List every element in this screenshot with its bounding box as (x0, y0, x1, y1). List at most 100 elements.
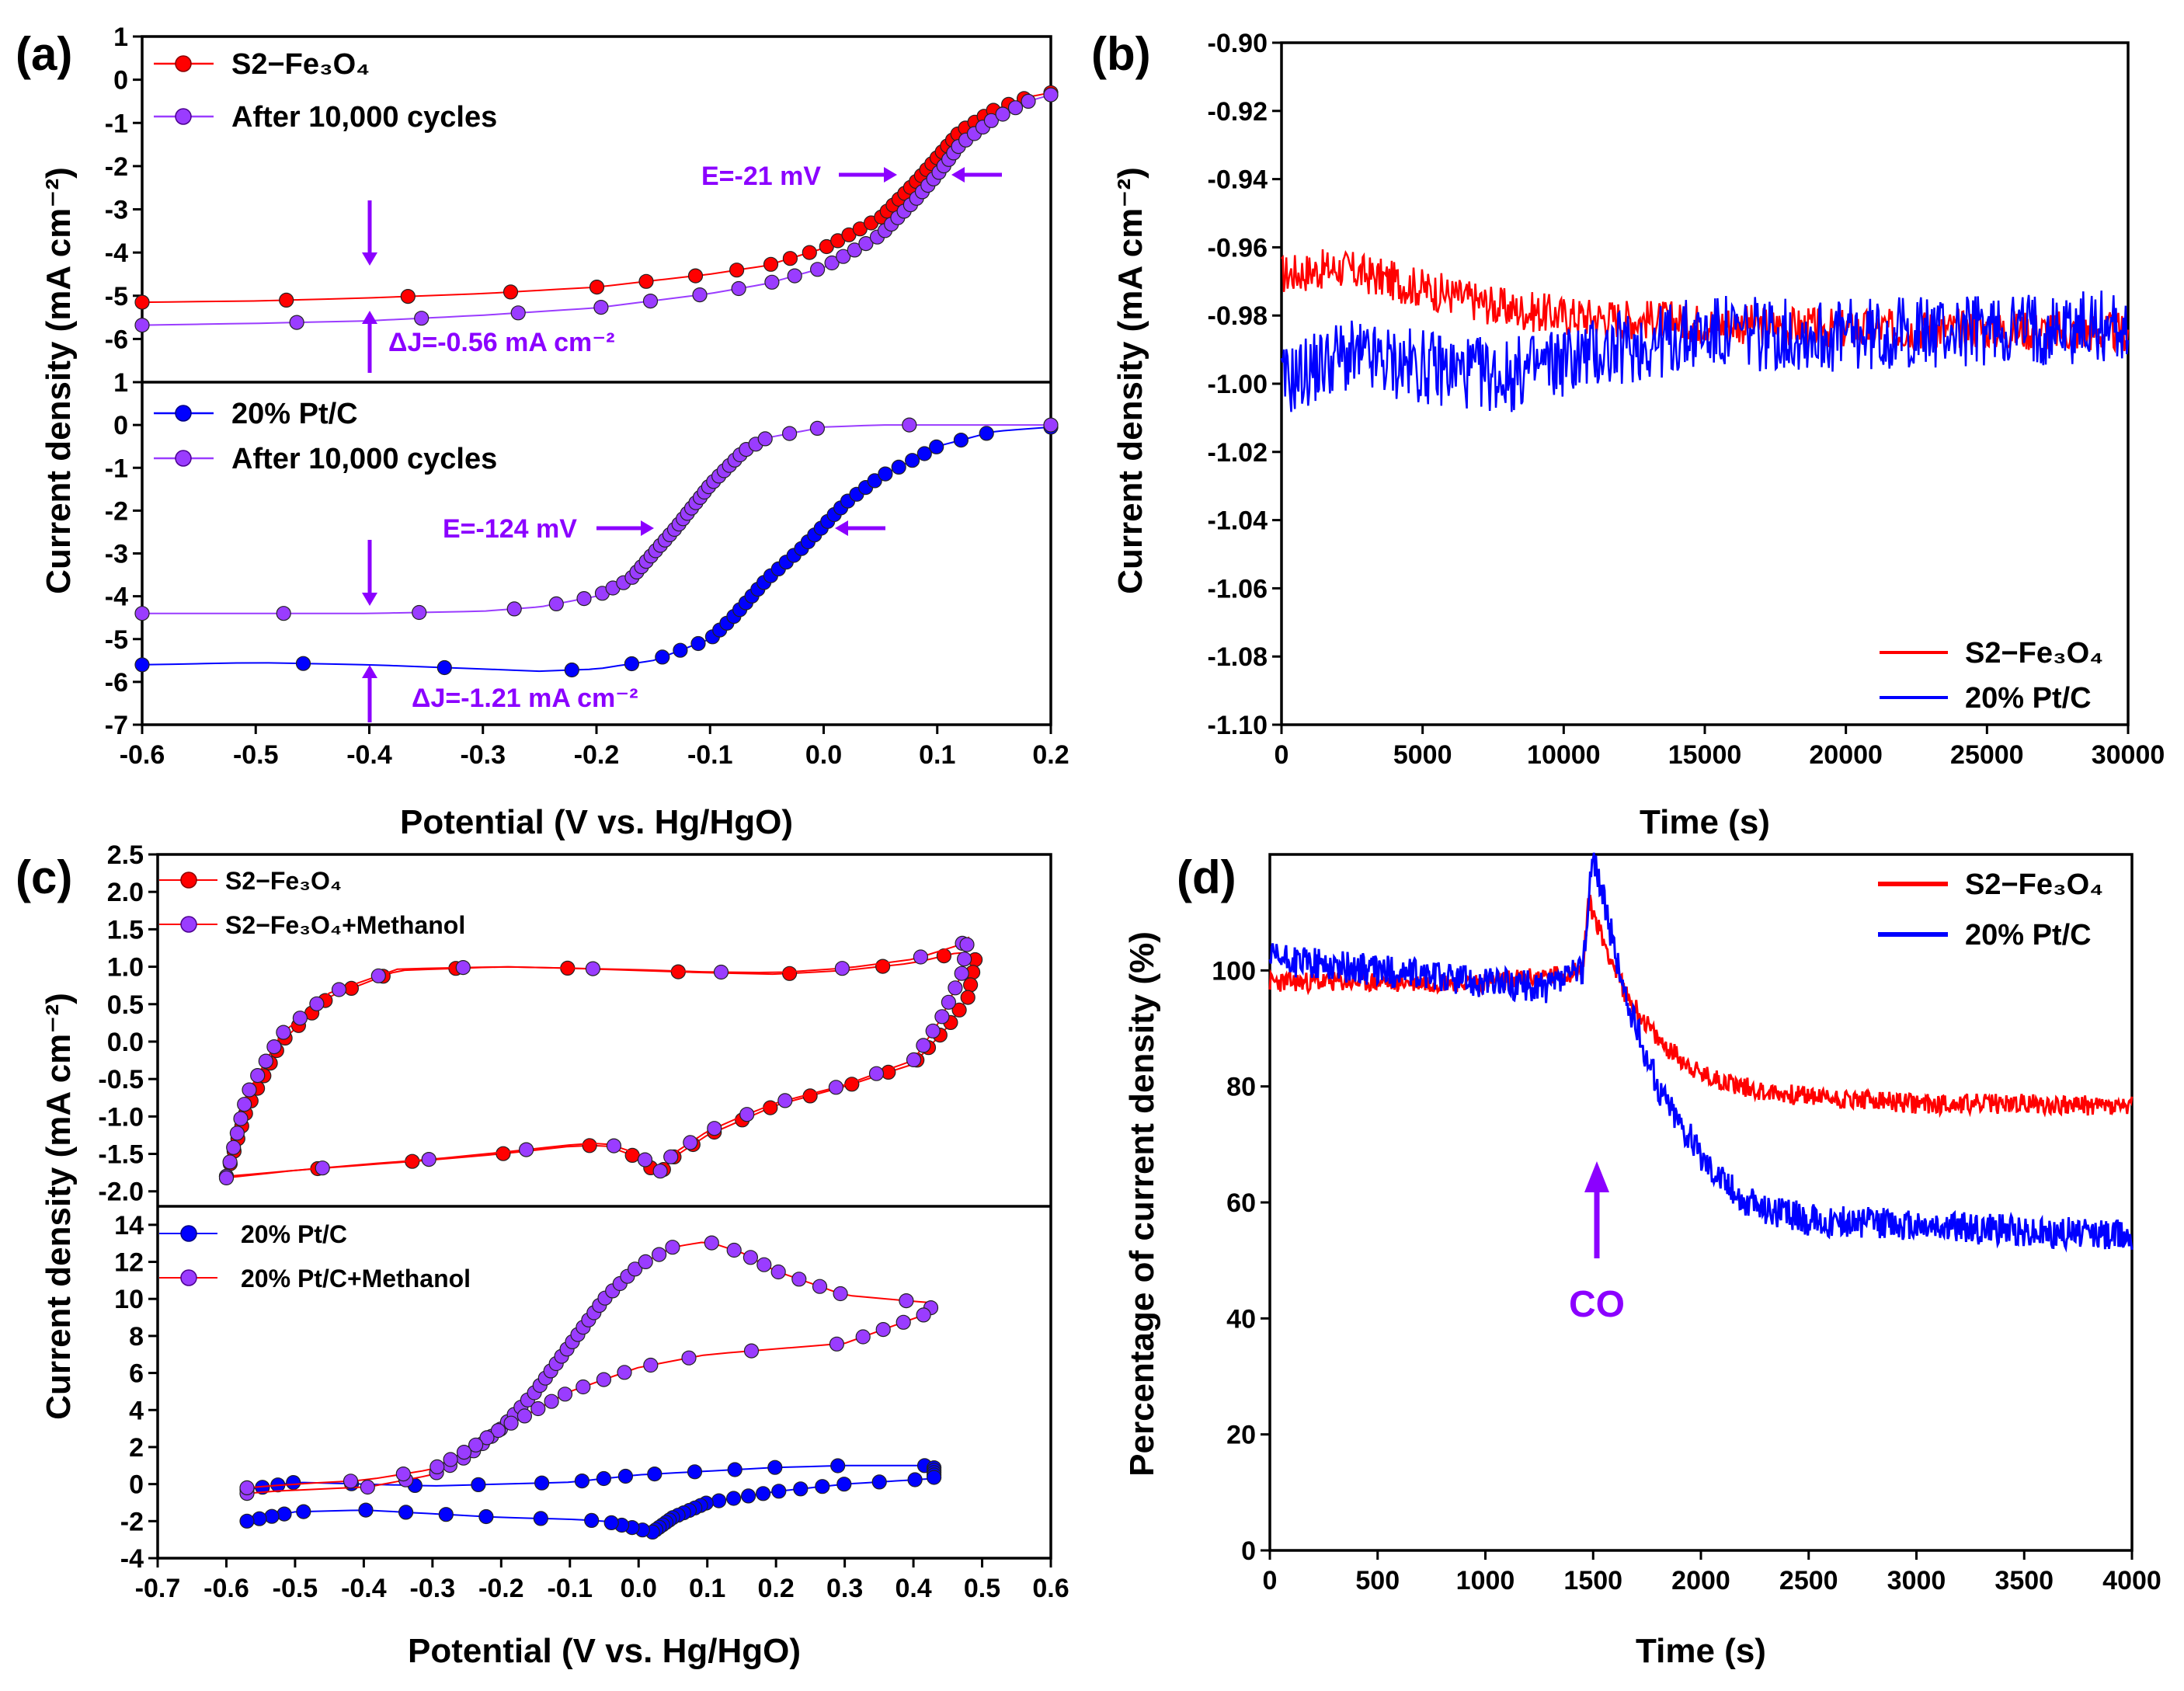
panel-c-top-series-1-point (834, 961, 850, 976)
panel-c-bottom-series-1-point (456, 1444, 472, 1460)
panel-b-ytick-label: -0.96 (1208, 233, 1268, 263)
panel-a-top-series-1-point (858, 236, 874, 252)
panel-a-top-ytick-label: -4 (105, 238, 128, 268)
panel-a-top-ytick-label: -1 (105, 109, 128, 138)
panel-c-bottom-series-0-point (687, 1464, 703, 1480)
panel-c-bottom-ytick-label: 0 (129, 1470, 144, 1500)
panel-c-top-series-1-point (226, 1140, 242, 1155)
panel-c-top-series-1-point (959, 937, 975, 952)
panel-b-ytick-label: -0.94 (1208, 165, 1268, 195)
panel-c-top-ytick-label: 0.5 (107, 990, 144, 1020)
panel-c-bottom-series-0-point (907, 1472, 923, 1487)
panel-a-top-series-1-point (134, 318, 150, 333)
panel-a-top-series-1-point (692, 287, 708, 303)
panel-c-xtick-label: -0.7 (135, 1574, 181, 1603)
panel-c-bottom-ytick-label: 14 (114, 1211, 144, 1240)
panel-a-ticks: -0.6 -0.5 -0.4 -0.3 -0.2 -0.1 0.0 0.1 0.2 1 0 -1 -2 -… (105, 23, 1069, 770)
annotation-delta-bottom: ΔJ=-1.21 mA cm⁻² (412, 684, 638, 713)
panel-a-top-series-0-point (589, 280, 605, 295)
panel-a-bottom-series-0-point (655, 649, 670, 665)
panel-a-bottom-ytick-label: -3 (105, 540, 128, 569)
panel-a-xtick-label: -0.1 (687, 740, 733, 770)
panel-a-top-ytick-label: -2 (105, 152, 128, 182)
legend-marker-blue (180, 1225, 197, 1242)
panel-a-bottom-series-0-point (673, 642, 688, 658)
panel-d-xlabel: Time (s) (1636, 1632, 1766, 1670)
panel-c-bottom-series-0-point (830, 1458, 846, 1474)
arrow-head (362, 252, 377, 266)
panel-d-ytick-label: 60 (1226, 1188, 1256, 1218)
panel-c-top-series-1-point (455, 959, 471, 976)
panel-c-bottom-series-1-point (812, 1279, 828, 1294)
panel-d-ytick-label: 20 (1226, 1421, 1256, 1450)
panel-c-bottom-series-0-point (767, 1460, 783, 1475)
panel-c-bottom-series-0-point (603, 1515, 619, 1531)
panel-a-top-ytick-label: 1 (113, 23, 128, 52)
panel-c-bottom-series-0-point (755, 1486, 771, 1501)
co-label: CO (1569, 1284, 1625, 1325)
legend-marker-purple-2 (175, 450, 192, 467)
panel-c-bottom-series-1-point (896, 1314, 911, 1330)
panel-d-series (1268, 852, 2134, 1253)
panel-c-bottom-series-1-point (443, 1452, 458, 1467)
panel-d-xtick-label: 1500 (1563, 1566, 1622, 1595)
panel-c-top-series-0-point (960, 990, 975, 1005)
panel-c-bottom-series-1-point (704, 1235, 719, 1251)
panel-c-top-series-1-point (652, 1164, 668, 1179)
panel-c-bottom-series-1-point (829, 1336, 845, 1352)
panel-c-top-series-1-point (222, 1154, 238, 1170)
panel-a-bottom-ytick-label: -7 (105, 711, 128, 740)
panel-c-bottom-ytick-label: 8 (129, 1322, 144, 1352)
panel-c-top-series-0-point (781, 966, 798, 981)
legend-label-ptc-methanol: 20% Pt/C+Methanol (241, 1265, 471, 1293)
panel-c-top-series-1-point (218, 1170, 235, 1186)
panel-c-bottom-series-0-point (647, 1466, 663, 1482)
panel-c-bottom-series-0-point (725, 1491, 742, 1506)
panel-c-xtick-label: -0.2 (478, 1574, 524, 1603)
panel-c-top-series-1-point (250, 1067, 266, 1084)
panel-a-top-series-1-point (824, 255, 840, 271)
panel-a-xtick-label: -0.4 (346, 740, 392, 770)
panel-c-bottom-series-1-point (875, 1321, 891, 1338)
panel-d-ytick-label: 100 (1212, 956, 1256, 986)
panel-d-ticks: 0 500 1000 1500 2000 2500 3000 3500 4000 0 20 40 60 8… (1212, 956, 2161, 1595)
panel-c-top-legend: S2−Fe₃O₄ S2−Fe₃O₄+Methanol (159, 867, 465, 939)
panel-c-bottom-series-1-point (239, 1480, 255, 1496)
panel-c-bottom-series-1-point (833, 1286, 848, 1302)
panel-a-bottom-legend: 20% Pt/C After 10,000 cycles (154, 398, 497, 475)
panel-a: (a) -0.6 -0.5 -0.4 -0.3 -0.2 -0.1 0.0 0.1 0.210-… (16, 23, 1069, 841)
legend-label-s2fe3o4: S2−Fe₃O₄ (1965, 637, 2103, 670)
panel-a-bottom-series-1-point (506, 601, 522, 617)
panel-c-bottom-series-1-point (791, 1272, 807, 1287)
panel-a-top-series-1-point (642, 294, 659, 309)
panel-c-bottom-series-0-point (239, 1513, 255, 1529)
panel-c-top-series-1-point (242, 1082, 257, 1098)
panel-b-ticks: 0 5000 10000 15000 20000 25000 30000 -0.90 -0.92… (1208, 29, 2165, 770)
panel-c-bottom-series-1-point (743, 1343, 760, 1359)
panel-c-top-series-1-point (233, 1111, 249, 1126)
panel-b: (b) 0 5000 10000 15000 20000 25000 30000 -0.90 -… (1091, 28, 2165, 841)
legend-label-s2fe3o4-methanol: S2−Fe₃O₄+Methanol (225, 911, 465, 939)
panel-c-bottom-series-0-point (926, 1470, 942, 1485)
panel-a-xtick-label: 0.0 (805, 740, 842, 770)
panel-c-top-series-1-point (370, 968, 386, 983)
panel-d-xtick-label: 2500 (1779, 1566, 1838, 1595)
annotation-shift-top: E=-21 mV (701, 162, 821, 191)
panel-c-bottom-series-1-point (490, 1422, 506, 1439)
panel-c-bottom-series-1-point (429, 1459, 445, 1475)
legend-marker-purple (175, 108, 192, 125)
panel-a-top-ytick-label: -5 (105, 282, 128, 311)
panel-a-top-annotations: E=-21 mV ΔJ=-0.56 mA cm⁻² (362, 162, 1002, 373)
panel-c-xtick-label: 0.5 (964, 1574, 1000, 1603)
arrow-head (362, 311, 377, 324)
panel-c-top-series-1-point (518, 1142, 534, 1157)
panel-a-top-series-1-point (289, 315, 304, 330)
panel-c-bottom-series-0-point (836, 1477, 852, 1492)
panel-c-bottom-series-1-point (770, 1264, 786, 1280)
panel-c-top-series-1-point (934, 1009, 950, 1025)
panel-a-xlabel: Potential (V vs. Hg/HgO) (400, 803, 793, 841)
panel-a-top-series-0-point (763, 256, 779, 272)
panel-a-top-series-1-point (414, 311, 429, 326)
panel-c-top-ytick-label: 0.0 (107, 1028, 144, 1057)
panel-c-top-series-1-point (868, 1066, 885, 1081)
